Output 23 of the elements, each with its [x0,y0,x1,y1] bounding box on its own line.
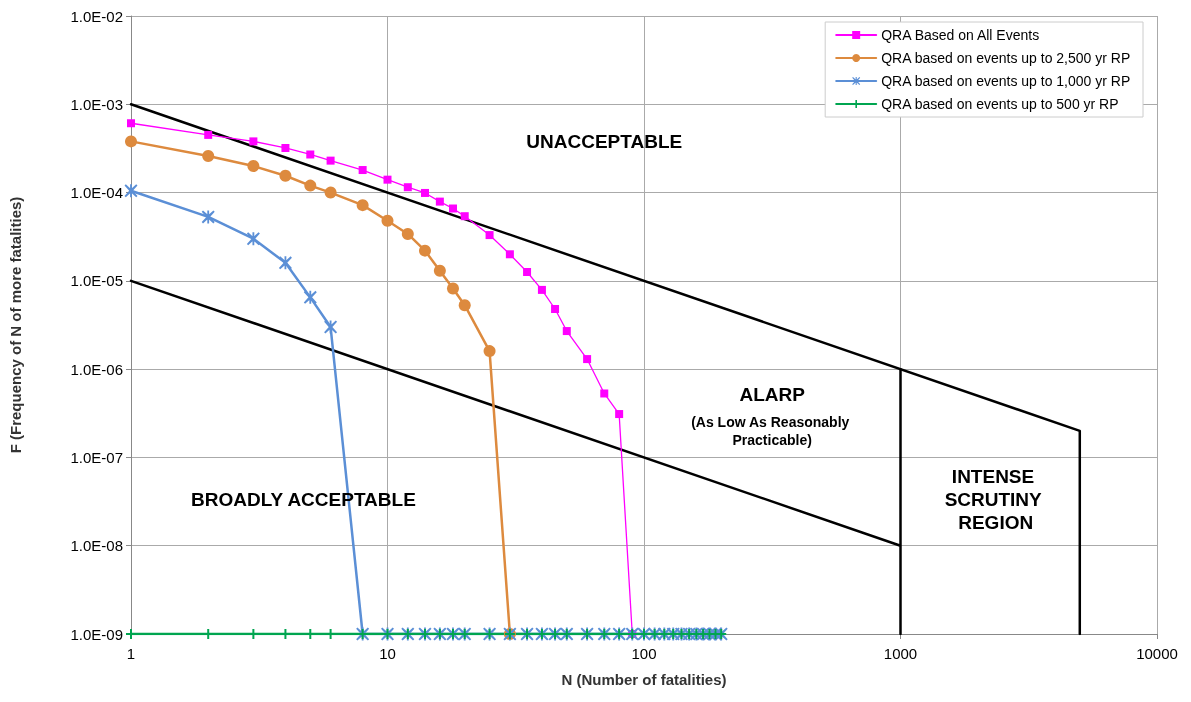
legend-label: QRA based on events up to 2,500 yr RP [881,50,1131,66]
y-tick-label: 1.0E-06 [70,360,123,378]
x-tick-label: 100 [631,645,657,662]
x-tick-label: 1000 [883,645,918,662]
annotation: (As Low As Reasonably Practicable) [691,413,854,448]
x-axis-title: N (Number of fatalities) [561,671,727,688]
annotation: UNACCEPTABLE [526,130,683,152]
annotation: INTENSE SCRUTINY REGION [944,466,1047,534]
legend-label: QRA based on events up to 500 yr RP [881,96,1119,112]
annotation: ALARP [739,384,806,406]
y-tick-label: 1.0E-02 [70,7,123,25]
x-tick-label: 10 [379,645,396,662]
x-tick-label: 10000 [1136,645,1178,662]
y-tick-label: 1.0E-04 [70,184,123,202]
y-tick-label: 1.0E-09 [70,625,123,643]
y-tick-label: 1.0E-08 [70,537,123,555]
y-tick-label: 1.0E-07 [70,448,123,466]
y-tick-label: 1.0E-03 [70,95,123,113]
y-axis-title: F (Frequency of N of more fatalities) [7,196,24,454]
y-tick-label: 1.0E-05 [70,272,123,290]
legend-label: QRA Based on All Events [881,27,1040,43]
x-tick-label: 1 [126,645,136,662]
legend-label: QRA based on events up to 1,000 yr RP [881,73,1131,89]
